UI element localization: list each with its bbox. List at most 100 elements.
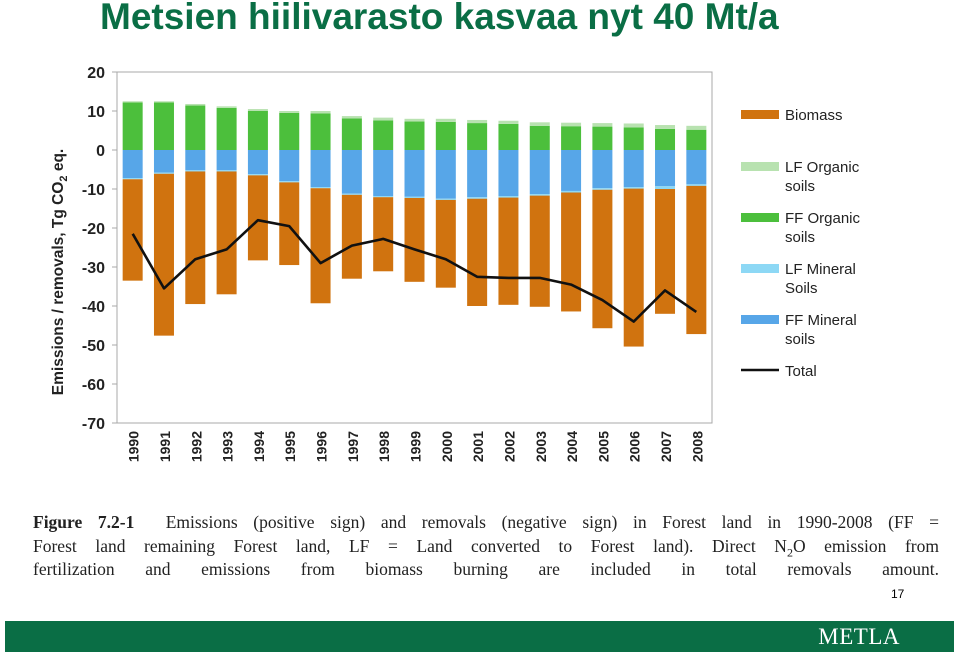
- bar-ff-organic: [122, 102, 143, 150]
- figure-label: Figure 7.2-1: [33, 512, 135, 532]
- y-tick-label: -40: [82, 299, 105, 316]
- bar-ff-mineral: [498, 150, 519, 197]
- x-tick-label: 2005: [595, 431, 611, 462]
- bar-ff-organic: [686, 129, 707, 150]
- x-tick-label: 1991: [157, 431, 173, 462]
- bar-lf-organic: [467, 119, 488, 124]
- bar-ff-organic: [467, 123, 488, 150]
- bar-ff-mineral: [623, 150, 644, 188]
- bar-ff-mineral: [373, 150, 394, 197]
- caption-line-2b: O emission from: [792, 535, 939, 556]
- bar-biomass: [561, 192, 582, 312]
- bar-biomass: [592, 189, 613, 329]
- bar-lf-mineral: [686, 184, 707, 186]
- x-tick-label: 1990: [126, 431, 142, 462]
- legend-swatch: [741, 213, 779, 222]
- bar-ff-mineral: [279, 150, 300, 182]
- legend-label: Total: [785, 363, 817, 380]
- x-tick-label: 2007: [658, 431, 674, 462]
- bar-lf-organic: [498, 120, 519, 124]
- bar-ff-organic: [216, 107, 237, 150]
- bar-lf-organic: [404, 118, 425, 122]
- y-tick-label: -30: [82, 260, 105, 277]
- footer-bar: METLA: [5, 621, 954, 652]
- bar-ff-organic: [373, 120, 394, 150]
- bar-biomass: [467, 198, 488, 306]
- bar-lf-mineral: [216, 170, 237, 172]
- metla-logo: METLA: [818, 624, 900, 649]
- legend-item-total: Total: [741, 363, 817, 380]
- bar-ff-mineral: [435, 150, 456, 199]
- figure-caption: Figure 7.2-1 Emissions (positive sign) a…: [33, 511, 939, 582]
- bar-lf-organic: [153, 101, 174, 103]
- x-tick-label: 1993: [220, 431, 236, 462]
- bar-series: [122, 101, 707, 347]
- bar-lf-mineral: [655, 186, 676, 189]
- bar-lf-mineral: [435, 198, 456, 200]
- bar-biomass: [341, 194, 362, 279]
- page-number: 17: [891, 587, 905, 601]
- x-tick-label: 1998: [376, 431, 392, 462]
- bar-ff-organic: [404, 121, 425, 150]
- bar-biomass: [498, 197, 519, 305]
- bar-lf-mineral: [341, 193, 362, 195]
- bar-lf-mineral: [467, 197, 488, 199]
- bar-ff-organic: [341, 118, 362, 150]
- legend-item-ff-mineral: FF Mineral soils: [741, 312, 857, 348]
- total-line: [131, 218, 698, 323]
- bar-lf-mineral: [279, 181, 300, 183]
- caption-line-3: fertilization and emissions from biomass…: [33, 559, 939, 579]
- legend-label: LF Mineral Soils: [785, 261, 856, 297]
- bar-ff-mineral: [185, 150, 206, 171]
- bar-biomass: [310, 188, 331, 304]
- bar-lf-mineral: [153, 172, 174, 174]
- y-tick-marks: [112, 71, 117, 424]
- bar-lf-organic: [435, 118, 456, 122]
- bar-lf-organic: [185, 103, 206, 106]
- bar-ff-organic: [185, 105, 206, 150]
- legend-label: Biomass: [785, 107, 843, 124]
- x-tick-label: 2006: [627, 431, 643, 462]
- x-tick-label: 2002: [501, 431, 517, 462]
- slide-title: Metsien hiilivarasto kasvaa nyt 40 Mt/a: [100, 0, 779, 37]
- y-tick-labels: 20 10 0 -10 -20 -30 -40 -50 -60 -70: [82, 65, 105, 433]
- x-tick-label: 2001: [470, 431, 486, 462]
- bar-ff-organic: [592, 126, 613, 150]
- bar-ff-organic: [247, 111, 268, 150]
- y-tick-label: -10: [82, 182, 105, 199]
- bar-lf-organic: [561, 122, 582, 127]
- bar-ff-organic: [153, 102, 174, 150]
- bar-ff-organic: [561, 126, 582, 150]
- x-tick-label: 1999: [408, 431, 424, 462]
- bar-ff-organic: [623, 127, 644, 150]
- y-tick-label: 0: [96, 143, 105, 160]
- bar-biomass: [435, 199, 456, 288]
- bar-biomass: [655, 189, 676, 314]
- bar-ff-mineral: [404, 150, 425, 197]
- x-tick-label: 2000: [439, 431, 455, 462]
- bar-lf-mineral: [310, 187, 331, 189]
- bar-ff-mineral: [122, 150, 143, 179]
- x-tick-label: 2004: [564, 431, 580, 462]
- legend-label: FF Mineral soils: [785, 312, 857, 348]
- bar-lf-mineral: [592, 188, 613, 190]
- x-tick-label: 1997: [345, 431, 361, 462]
- y-tick-label: 20: [87, 65, 105, 82]
- bar-lf-organic: [341, 116, 362, 119]
- caption-line-1: Emissions (positive sign) and removals (…: [165, 512, 940, 532]
- y-axis-label: Emissions / removals, Tg CO2 eq.: [50, 149, 70, 395]
- bar-lf-mineral: [498, 196, 519, 198]
- bar-ff-mineral: [592, 150, 613, 189]
- bar-lf-mineral: [623, 187, 644, 189]
- bar-biomass: [279, 182, 300, 266]
- bar-lf-mineral: [247, 174, 268, 176]
- bar-ff-mineral: [341, 150, 362, 194]
- bar-ff-mineral: [529, 150, 550, 195]
- bar-lf-mineral: [404, 196, 425, 198]
- bar-lf-mineral: [185, 170, 206, 172]
- y-tick-label: 10: [87, 104, 105, 121]
- legend-item-lf-organic: LF Organic soils: [741, 159, 860, 195]
- legend-label: FF Organic soils: [785, 210, 861, 246]
- bar-biomass: [247, 175, 268, 261]
